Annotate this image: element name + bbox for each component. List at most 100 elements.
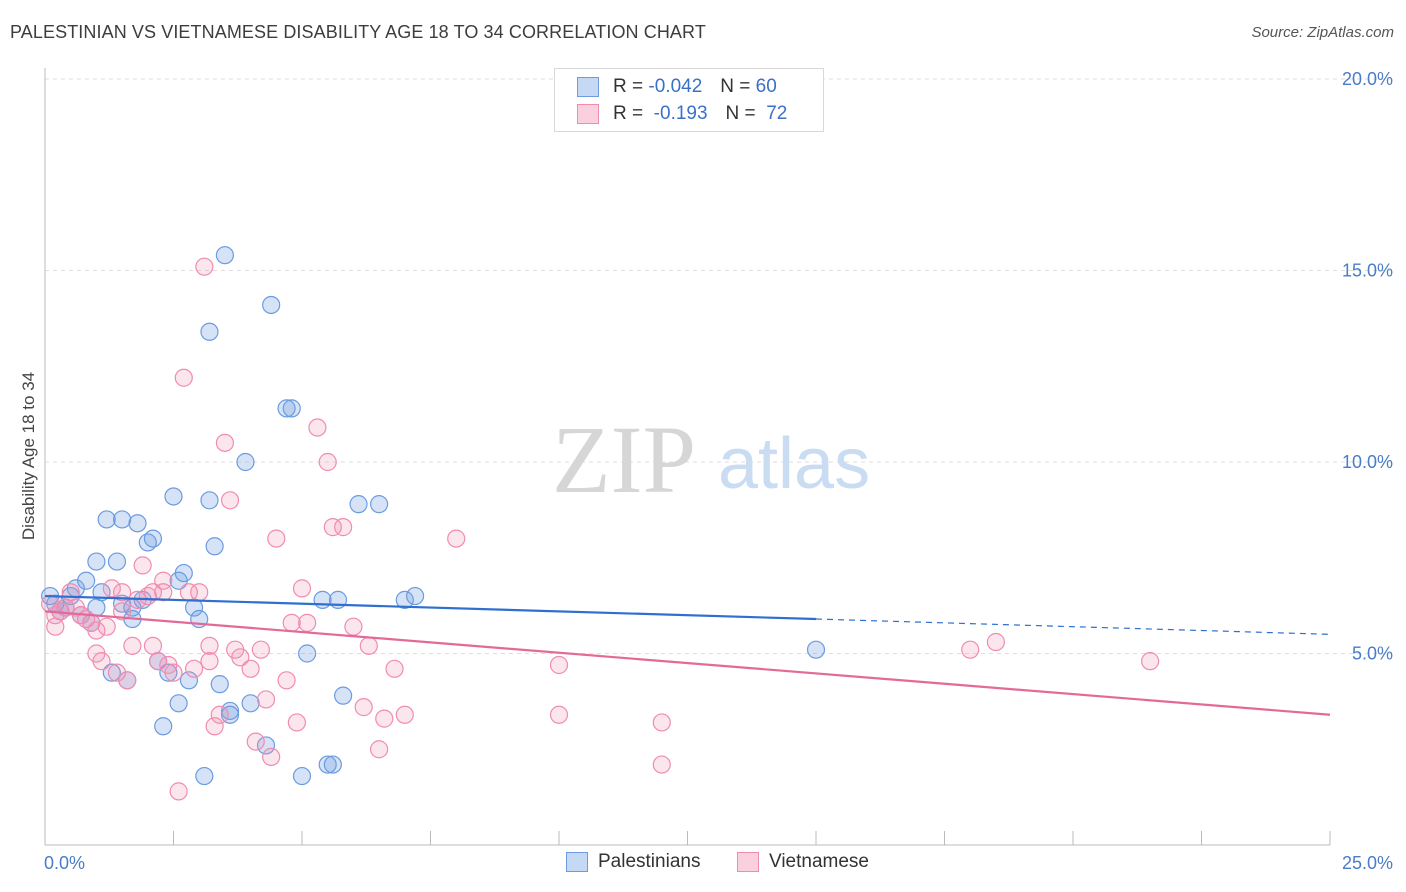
vietnamese-point <box>549 705 569 724</box>
y-tick-label: 15.0% <box>1342 261 1393 281</box>
palestinians-point <box>220 701 240 721</box>
vietnamese-point <box>256 690 276 709</box>
chart-title: PALESTINIAN VS VIETNAMESE DISABILITY AGE… <box>10 22 706 42</box>
legend-n-label: N = <box>725 103 756 124</box>
x-tick-label: 25.0% <box>1342 853 1393 873</box>
palestinians-point <box>102 663 121 682</box>
palestinians-point <box>92 583 111 602</box>
vietnamese-point <box>143 583 163 602</box>
legend-swatch-palestinians <box>577 77 599 97</box>
palestinians-point <box>282 399 301 418</box>
vietnamese-point <box>200 636 219 655</box>
series-swatch-palestinians <box>566 852 588 872</box>
palestinians-point <box>405 586 425 606</box>
palestinians-point <box>806 640 826 659</box>
tick-labels: 5.0% 10.0% 15.0% 20.0% 0.0% 25.0% <box>44 69 1393 873</box>
palestinians-point <box>277 399 296 418</box>
vietnamese-point <box>112 602 132 621</box>
series-label-vietnamese: Vietnamese <box>769 851 869 872</box>
vietnamese-point <box>292 579 312 598</box>
vietnamese-point <box>87 621 106 640</box>
vietnamese-point <box>107 663 127 682</box>
vietnamese-point <box>61 583 80 602</box>
palestinians-point <box>112 510 132 529</box>
vietnamese-point <box>210 705 229 724</box>
series-legend-palestinians[interactable]: Palestinians <box>566 851 700 873</box>
palestinians-point <box>174 563 193 583</box>
palestinians-point <box>220 705 240 724</box>
vietnamese-point <box>102 579 121 598</box>
vietnamese-point <box>354 698 373 717</box>
vietnamese-point <box>164 663 183 682</box>
palestinians-point <box>128 514 147 533</box>
vietnamese-point <box>549 655 569 675</box>
vietnamese-point <box>961 640 980 659</box>
vietnamese-point <box>652 755 671 774</box>
vietnamese-point <box>46 617 65 636</box>
palestinians-point <box>298 644 317 663</box>
palestinians-point <box>205 537 224 556</box>
y-tick-label: 5.0% <box>1352 644 1393 664</box>
vietnamese-point <box>195 257 214 276</box>
legend-r-label: R = <box>613 103 644 124</box>
vietnamese-point <box>986 632 1006 652</box>
legend-r-value: -0.042 <box>648 76 703 97</box>
vietnamese-point <box>447 529 466 548</box>
vietnamese-point <box>334 518 353 537</box>
palestinians-point <box>77 571 96 590</box>
vietnamese-point <box>92 652 111 671</box>
legend-row-palestinians: R = -0.042 N = 60 <box>577 74 777 100</box>
vietnamese-point <box>169 782 188 801</box>
palestinians-point <box>323 755 342 774</box>
vietnamese-point <box>1140 652 1160 671</box>
vietnamese-point <box>184 659 204 678</box>
vietnamese-point <box>344 617 363 636</box>
legend-r-label: R = <box>613 76 644 97</box>
palestinians-points <box>41 246 826 786</box>
vietnamese-point <box>241 659 260 678</box>
vietnamese-trend <box>44 610 1331 716</box>
palestinians-point <box>334 686 353 705</box>
palestinians-point <box>164 487 183 506</box>
palestinians-point <box>179 671 199 690</box>
correlation-legend: R = -0.042 N = 60 R = -0.193 N = 72 <box>554 68 824 132</box>
palestinians-point <box>256 736 276 755</box>
legend-r-value: -0.193 <box>653 103 708 124</box>
palestinians-point <box>195 766 214 786</box>
trend-lines <box>44 594 1331 716</box>
vietnamese-point <box>154 571 173 590</box>
palestinians-point <box>395 590 414 609</box>
vietnamese-point <box>262 747 281 767</box>
vietnamese-point <box>375 709 394 728</box>
vietnamese-point <box>97 617 116 636</box>
palestinians-point <box>97 510 116 529</box>
palestinians-point <box>169 694 188 713</box>
series-legend-vietnamese[interactable]: Vietnamese <box>737 851 869 873</box>
vietnamese-point <box>148 652 168 671</box>
legend-n-value: 72 <box>766 103 788 124</box>
vietnamese-point <box>287 713 306 732</box>
palestinians-point <box>87 552 106 571</box>
legend-row-vietnamese: R = -0.193 N = 72 <box>577 101 787 127</box>
vietnamese-point <box>652 713 671 732</box>
vietnamese-point <box>267 529 286 548</box>
watermark-zip: ZIP <box>552 406 696 513</box>
vietnamese-point <box>282 613 301 632</box>
vietnamese-point <box>359 636 378 655</box>
series-legend: Palestinians Vietnamese <box>0 851 1406 879</box>
vietnamese-point <box>323 518 342 537</box>
palestinians-point <box>241 694 260 713</box>
legend-swatch-vietnamese <box>577 104 599 124</box>
palestinians-point <box>154 717 173 736</box>
palestinians-point <box>107 552 127 571</box>
vietnamese-point <box>200 652 219 671</box>
vietnamese-point <box>308 418 327 437</box>
vietnamese-point <box>190 583 209 602</box>
vietnamese-point <box>215 433 234 452</box>
vietnamese-point <box>112 583 132 602</box>
axes <box>44 68 1331 846</box>
palestinians-point <box>313 590 332 609</box>
vietnamese-point <box>205 717 224 736</box>
palestinians-point <box>143 529 163 548</box>
